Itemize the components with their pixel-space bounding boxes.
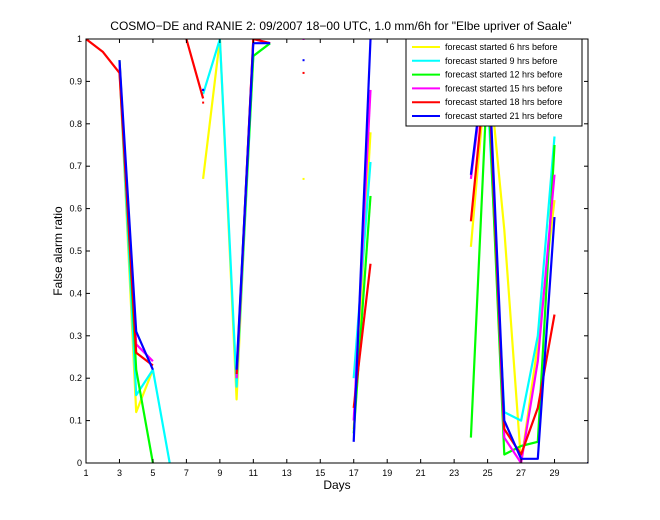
y-tick-label: 0.8 (69, 119, 82, 129)
series-line (352, 39, 372, 442)
y-tick-label: 0.9 (69, 76, 82, 86)
legend-label: forecast started 18 hrs before (445, 97, 563, 107)
x-tick-label: 3 (117, 468, 122, 478)
chart-title: COSMO−DE and RANIE 2: 09/2007 18−00 UTC,… (110, 19, 571, 33)
y-tick-label: 0.7 (69, 161, 82, 171)
series-point (302, 71, 305, 74)
x-tick-label: 21 (416, 468, 426, 478)
series-point (302, 59, 305, 62)
y-tick-label: 0.4 (69, 288, 82, 298)
series-point (202, 101, 205, 104)
series-point (202, 88, 205, 91)
y-tick-label: 0.6 (69, 204, 82, 214)
y-tick-label: 0.1 (69, 416, 82, 426)
y-tick-label: 0 (77, 458, 82, 468)
y-axis-label: False alarm ratio (51, 206, 65, 296)
y-tick-label: 0.5 (69, 246, 82, 256)
x-tick-label: 13 (282, 468, 292, 478)
y-tick-label: 0.3 (69, 331, 82, 341)
x-tick-label: 1 (83, 468, 88, 478)
y-tick-label: 0.2 (69, 373, 82, 383)
x-tick-label: 9 (217, 468, 222, 478)
legend-label: forecast started 12 hrs before (445, 70, 563, 80)
ticks-layer: 1 3 5 7 9 11 13 15 17 19 21 23 25 27 2900.10.20.30.40.… (69, 34, 588, 478)
x-tick-label: 23 (449, 468, 459, 478)
legend-label: forecast started 15 hrs before (445, 83, 563, 93)
series-line (235, 42, 271, 370)
series-layer (86, 39, 588, 463)
x-axis-label: Days (323, 478, 350, 492)
legend-label: forecast started 21 hrs before (445, 111, 563, 121)
legend-label: forecast started 9 hrs before (445, 56, 558, 66)
series-line (185, 39, 205, 99)
x-tick-label: 27 (516, 468, 526, 478)
x-tick-label: 15 (315, 468, 325, 478)
series-point (302, 177, 305, 180)
x-tick-label: 17 (349, 468, 359, 478)
x-tick-label: 7 (184, 468, 189, 478)
series-line (118, 60, 154, 371)
x-tick-label: 5 (150, 468, 155, 478)
legend: forecast started 6 hrs before forecast st… (405, 38, 583, 127)
x-tick-label: 25 (483, 468, 493, 478)
y-tick-label: 1 (77, 34, 82, 44)
legend-box (405, 38, 583, 127)
x-tick-label: 29 (550, 468, 560, 478)
x-tick-label: 11 (249, 468, 258, 478)
x-tick-label: 19 (382, 468, 392, 478)
legend-label: forecast started 6 hrs before (445, 42, 558, 52)
